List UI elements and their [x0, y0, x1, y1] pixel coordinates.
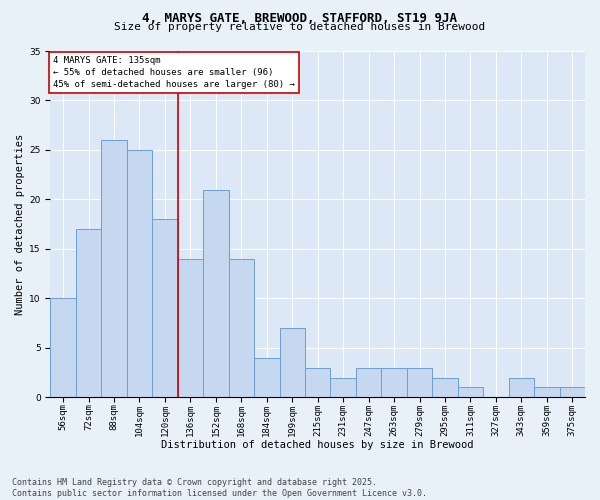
Text: 4, MARYS GATE, BREWOOD, STAFFORD, ST19 9JA: 4, MARYS GATE, BREWOOD, STAFFORD, ST19 9…	[143, 12, 458, 26]
Bar	[229, 259, 254, 398]
Bar	[280, 328, 305, 398]
Y-axis label: Number of detached properties: Number of detached properties	[15, 134, 25, 315]
Bar	[432, 378, 458, 398]
Text: Contains HM Land Registry data © Crown copyright and database right 2025.
Contai: Contains HM Land Registry data © Crown c…	[12, 478, 427, 498]
Bar	[101, 140, 127, 398]
Bar	[560, 388, 585, 398]
Bar	[127, 150, 152, 398]
Bar	[178, 259, 203, 398]
Bar	[50, 298, 76, 398]
Bar	[534, 388, 560, 398]
Bar	[458, 388, 483, 398]
Bar	[76, 229, 101, 398]
Bar	[254, 358, 280, 398]
Bar	[356, 368, 382, 398]
Text: 4 MARYS GATE: 135sqm
← 55% of detached houses are smaller (96)
45% of semi-detac: 4 MARYS GATE: 135sqm ← 55% of detached h…	[53, 56, 295, 89]
X-axis label: Distribution of detached houses by size in Brewood: Distribution of detached houses by size …	[161, 440, 474, 450]
Bar	[331, 378, 356, 398]
Bar	[509, 378, 534, 398]
Bar	[203, 190, 229, 398]
Bar	[407, 368, 432, 398]
Bar	[305, 368, 331, 398]
Text: Size of property relative to detached houses in Brewood: Size of property relative to detached ho…	[115, 22, 485, 32]
Bar	[382, 368, 407, 398]
Bar	[152, 219, 178, 398]
